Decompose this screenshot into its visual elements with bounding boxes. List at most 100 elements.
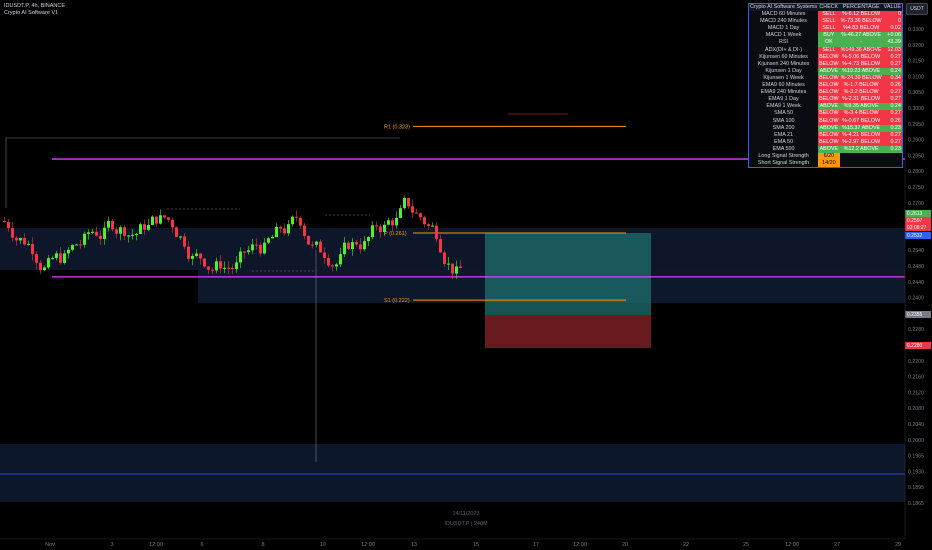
check-cell: SELL xyxy=(818,18,840,26)
price-tick-label: 0.2540 xyxy=(908,248,924,254)
signal-row: Kijunsen 240 Minutes BELOW %-4.73 BELOW 0.2… xyxy=(749,60,903,68)
time-tick-label: 13 xyxy=(411,542,417,548)
indicator-name: Long Signal Strength xyxy=(758,152,809,159)
price-tick-label: 0.2800 xyxy=(908,169,924,175)
price-tick-label: 0.1865 xyxy=(908,501,924,507)
candle xyxy=(15,237,18,241)
indicator-name: Kijunsen 1 Day xyxy=(765,67,802,74)
candle xyxy=(79,244,82,246)
candle xyxy=(211,269,214,271)
indicator-name: EMA 500 xyxy=(772,145,795,152)
signal-row: RSI OK -43.39 xyxy=(749,39,903,47)
candle xyxy=(239,251,242,263)
signal-table-header: Crypto AI Software Systems CHECK PERCENT… xyxy=(748,3,903,12)
candle xyxy=(271,237,274,239)
candle xyxy=(187,246,190,259)
candle xyxy=(115,229,118,234)
value-cell: 0.27 xyxy=(882,60,903,68)
candle xyxy=(207,266,210,270)
time-tick-label: Nov xyxy=(45,542,55,548)
check-cell: BELOW xyxy=(818,131,840,139)
percentage-cell: %149.36 ABOVE xyxy=(839,46,883,54)
candle xyxy=(27,243,30,245)
bottom-zone xyxy=(0,444,905,502)
candle xyxy=(335,264,338,267)
candle xyxy=(19,238,22,241)
candle xyxy=(379,226,382,233)
candle xyxy=(411,206,414,213)
percentage-cell: %-0.67 BELOW xyxy=(839,117,883,125)
signal-row: EMA 21 BELOW %-4.21 BELOW 0.27 xyxy=(749,131,903,139)
check-cell: BELOW xyxy=(818,110,840,118)
candle xyxy=(419,213,422,218)
candle xyxy=(331,265,334,267)
value-cell: 0.34 xyxy=(882,74,903,83)
indicator-name: Kijunsen 1 Week xyxy=(763,74,804,81)
candle xyxy=(151,216,154,225)
value-cell: +0.06 xyxy=(882,32,903,40)
header-check: CHECK xyxy=(818,3,840,12)
price-badge-label: 0.2597 xyxy=(907,218,923,224)
candle xyxy=(131,234,134,236)
indicator-name: EMA 21 xyxy=(774,131,793,138)
header-systems: Crypto AI Software Systems xyxy=(748,3,819,12)
candle xyxy=(127,235,130,237)
price-tick-label: 0.2280 xyxy=(908,327,924,333)
candle xyxy=(195,253,198,256)
signal-row: EMA 50 BELOW %-2.97 BELOW 0.27 xyxy=(749,138,903,146)
time-tick-label: 15 xyxy=(473,542,479,548)
candle xyxy=(159,215,162,224)
indicator-name: Crypto AI Software V1 xyxy=(4,10,59,16)
check-cell: ABOVE xyxy=(818,124,840,132)
value-cell: 0.27 xyxy=(882,138,903,146)
candle xyxy=(63,253,66,263)
time-tick-label: 12:00 xyxy=(785,542,799,548)
price-tick-label: 0.2120 xyxy=(908,390,924,396)
candle xyxy=(111,221,114,230)
percentage-cell: %-5.06 BELOW xyxy=(839,53,883,61)
percentage-cell: %-1.7 BELOW xyxy=(839,82,883,90)
candle xyxy=(43,267,46,271)
signal-row: Kijunsen 1 Week BELOW %-24.39 BELOW 0.34 xyxy=(749,74,903,83)
candle xyxy=(167,217,170,220)
price-badge-label: 0.2613 xyxy=(907,211,923,217)
indicator-name: ADX(DI+ & DI-) xyxy=(765,46,803,53)
price-badge xyxy=(905,224,931,231)
percentage-cell: %-24.39 BELOW xyxy=(839,74,883,83)
signal-row: MACD 1 Day SELL %4.83 BELOW 0.02 xyxy=(749,25,903,33)
price-badge xyxy=(905,311,931,318)
check-cell: BUY xyxy=(818,32,840,40)
time-tick-label: 3 xyxy=(110,542,113,548)
candle xyxy=(11,228,14,238)
price-tick-label: 0.3100 xyxy=(908,74,924,80)
candle xyxy=(51,258,54,260)
time-tick-label: 25 xyxy=(743,542,749,548)
candle xyxy=(431,225,434,227)
percentage-cell: %10.23 ABOVE xyxy=(839,67,883,75)
header-percentage: PERCENTAGE xyxy=(839,3,883,12)
candle xyxy=(31,243,34,255)
currency-button[interactable]: USDT xyxy=(906,3,928,15)
indicator-name: MACD 240 Minutes xyxy=(760,18,807,25)
candle xyxy=(323,252,326,258)
pivot-label-r1: R1 (0.323) xyxy=(384,124,410,130)
time-tick-label: 12:00 xyxy=(573,542,587,548)
candle xyxy=(23,238,26,245)
candle xyxy=(451,263,454,274)
indicator-name: EMA 50 xyxy=(774,138,793,145)
indicator-name: RSI xyxy=(779,39,789,46)
symbol-line: IDUSDT.P, 4h, BINANCE xyxy=(4,3,66,9)
percentage-cell: %-73.36 BELOW xyxy=(839,18,883,26)
price-tick-label: 0.2040 xyxy=(908,422,924,428)
check-cell: ABOVE xyxy=(818,145,840,153)
candle xyxy=(367,237,370,242)
candle xyxy=(343,242,346,255)
candle xyxy=(427,224,430,226)
candle xyxy=(107,221,110,228)
value-cell: 0.23 xyxy=(882,145,903,153)
time-tick-label: 20 xyxy=(622,542,628,548)
value-cell: 0.24 xyxy=(882,103,903,111)
pivot-label-p: P (0.261) xyxy=(384,231,407,237)
price-tick-label: 0.3050 xyxy=(908,90,924,96)
